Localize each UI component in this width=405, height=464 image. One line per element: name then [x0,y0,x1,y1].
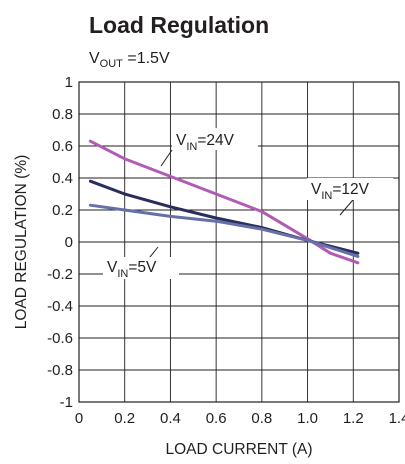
chart-subtitle: VOUT =1.5V [89,50,170,70]
annotation-vin5: VIN=5V [107,259,157,280]
y-axis-label: LOAD REGULATION (%) [13,155,30,330]
x-tick-label: 0 [75,410,83,427]
series-line-0 [88,139,360,265]
x-tick-label: 1.4 [389,410,405,427]
x-axis-label: LOAD CURRENT (A) [166,441,313,458]
chart-title: Load Regulation [89,12,269,38]
annotation-vin12: VIN=12V [311,181,370,202]
x-tick-label: 0.2 [114,410,135,427]
x-tick-label: 0.4 [160,410,181,427]
y-tick-label: -0.4 [47,298,73,315]
leader-vin24 [160,149,173,167]
y-tick-label: 0.4 [52,170,73,187]
series-line-2 [88,203,360,258]
y-tick-label: -1 [60,394,73,411]
annotation-bg-vin12 [307,178,393,200]
x-tick-label: 0.8 [251,410,272,427]
y-tick-label: 0.6 [52,138,73,155]
y-tick-label: 0.8 [52,106,73,123]
y-tick-label: -0.2 [47,266,73,283]
x-tick-label: 0.6 [206,410,227,427]
y-tick-label: -0.8 [47,362,73,379]
grid [78,81,400,403]
y-tick-label: -0.6 [47,330,73,347]
y-tick-label: 0.2 [52,202,73,219]
annotation-vin24: VIN=24V [176,132,235,153]
annotation-bg-vin5 [103,257,179,279]
y-tick-label: 1 [65,74,73,91]
annotation-bg-vin24 [172,128,258,150]
y-tick-label: 0 [65,234,73,251]
plot-frame [78,81,400,403]
x-tick-label: 1.0 [297,410,318,427]
x-tick-labels: 0 0.2 0.4 0.6 0.8 1.0 1.2 1.4 [75,410,405,427]
series-group [88,139,360,265]
x-tick-label: 1.2 [343,410,364,427]
y-tick-labels: 1 0.8 0.6 0.4 0.2 0 -0.2 -0.4 -0.6 -0.8 -1 [47,74,73,411]
